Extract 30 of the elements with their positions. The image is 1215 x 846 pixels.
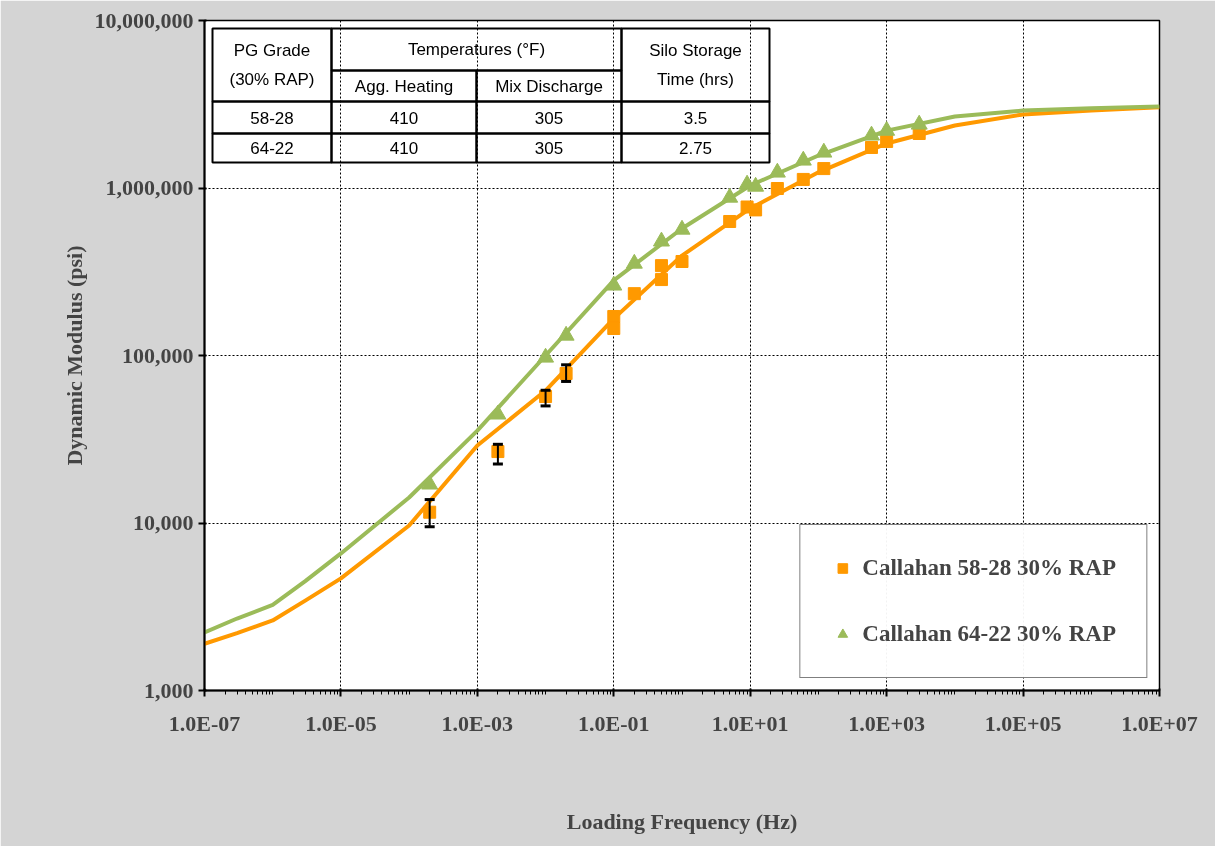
y-tick-label: 10,000,000: [94, 7, 194, 33]
x-tick-label: 1.0E-07: [168, 710, 241, 736]
y-tick-label: 1,000: [144, 677, 194, 703]
x-tick-label: 1.0E+03: [848, 710, 926, 736]
x-tick-label: 1.0E-01: [578, 710, 650, 736]
y-tick-label: 1,000,000: [105, 175, 194, 200]
annotation: Temperatures (°F): [407, 40, 546, 59]
annotation: Agg. Heating: [354, 76, 454, 96]
x-tick-label: 1.0E+01: [711, 710, 789, 736]
annotation: 305: [534, 139, 564, 158]
annotation: 3.5: [683, 108, 708, 128]
x-tick-label: 1.0E-03: [441, 710, 514, 736]
annotation: 410: [389, 108, 419, 128]
y-axis-title: Dynamic Modulus (psi): [61, 245, 87, 466]
x-tick-label: 1.0E-05: [305, 710, 377, 736]
annotation: 2.75: [678, 139, 713, 158]
annotation: Mix Discharge: [495, 76, 603, 96]
x-tick-label: 1.0E+05: [984, 710, 1062, 736]
annotation: 64-22: [250, 139, 294, 158]
annotation: Silo Storage Time (hrs): [649, 41, 742, 89]
annotation: 58-28: [250, 108, 294, 128]
legend-label: Callahan 64-22 30% RAP: [862, 621, 1116, 647]
y-tick-label: 100,000: [122, 342, 194, 368]
x-tick-label: 1.0E+07: [1121, 710, 1198, 736]
legend-label: Callahan 58-28 30% RAP: [862, 555, 1116, 581]
annotation: PG Grade (30% RAP): [229, 41, 315, 89]
y-tick-label: 10,000: [133, 510, 194, 535]
annotation: 305: [534, 108, 564, 128]
annotation: 410: [389, 139, 419, 158]
x-axis-title: Loading Frequency (Hz): [566, 808, 798, 834]
